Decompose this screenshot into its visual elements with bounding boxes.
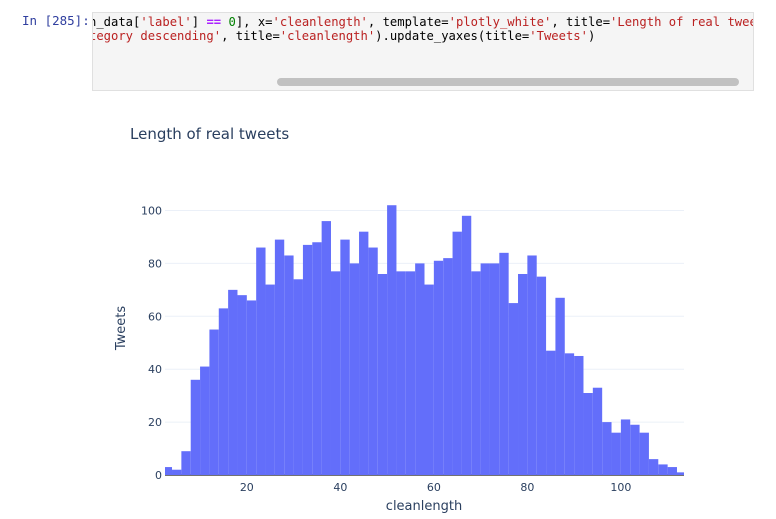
code-text[interactable]: n_data['label'] == 0], x='cleanlength', … (92, 15, 753, 43)
code-string: 'Length of real tweets (610, 15, 753, 29)
x-tick-label: 80 (520, 481, 534, 494)
histogram-bar (480, 263, 490, 475)
histogram-bar (452, 231, 462, 475)
histogram-bar (237, 295, 247, 475)
histogram-bar (200, 366, 210, 475)
histogram-bar (508, 303, 519, 475)
chart-title: Length of real tweets (130, 125, 289, 143)
y-tick-label: 40 (148, 363, 162, 376)
histogram-bar (330, 271, 341, 475)
histogram-bar (630, 424, 640, 475)
cell-prompt: In [285]: (22, 13, 90, 28)
histogram-bar (190, 379, 201, 475)
histogram-bar (302, 244, 313, 475)
code-token: , title= (221, 29, 280, 43)
histogram-bar (172, 469, 182, 475)
histogram-bar (471, 271, 481, 475)
horizontal-scrollbar[interactable] (97, 78, 749, 86)
x-tick-label: 60 (427, 481, 441, 494)
histogram-bar (546, 350, 556, 475)
histogram-bar (564, 353, 575, 475)
histogram-bar (620, 419, 631, 475)
histogram-bar (555, 297, 565, 475)
histogram-bar (499, 252, 509, 475)
histogram-bar (415, 263, 425, 475)
x-tick-label: 20 (240, 481, 254, 494)
histogram-bar (274, 239, 285, 475)
y-tick-labels: 0 20 40 60 80 100 (141, 205, 162, 482)
code-string: 'Tweets' (529, 29, 588, 43)
histogram-bar (489, 263, 500, 475)
histogram-bar (667, 467, 677, 475)
scrollbar-thumb[interactable] (277, 78, 739, 86)
histogram-bar (443, 258, 453, 475)
histogram-bar (461, 215, 472, 475)
histogram-bar (218, 308, 229, 475)
code-number: 0 (221, 15, 236, 29)
code-string: 'cleanlength' (272, 15, 368, 29)
histogram-bar (602, 422, 612, 475)
histogram-bar (518, 273, 528, 475)
histogram-bar (321, 221, 331, 475)
histogram-bar (405, 271, 416, 475)
histogram-bar (648, 459, 659, 475)
y-tick-label: 100 (141, 205, 162, 218)
histogram-bar (209, 329, 219, 475)
histogram-bar (246, 300, 257, 475)
histogram-bar (312, 242, 322, 475)
histogram-bar (611, 432, 621, 475)
code-token: , title= (551, 15, 611, 29)
code-token: ).update_yaxes(title= (375, 29, 530, 43)
histogram-bar (536, 276, 547, 475)
x-tick-label: 100 (610, 481, 631, 494)
code-cell[interactable]: n_data['label'] == 0], x='cleanlength', … (92, 12, 754, 91)
code-token: ] (191, 15, 207, 29)
histogram-bar (527, 255, 537, 475)
histogram-bar (433, 260, 444, 475)
histogram-bar (228, 289, 238, 475)
histogram-bar (165, 467, 173, 475)
code-string: 'label' (140, 15, 192, 29)
histogram-bar (592, 387, 603, 475)
histogram-bar (265, 284, 275, 475)
histogram-bar (396, 271, 406, 475)
x-tick-label: 40 (333, 481, 347, 494)
histogram-bar (349, 263, 360, 475)
histogram-bar (574, 355, 584, 475)
y-axis-label: Tweets (114, 306, 129, 352)
histogram-bar (256, 247, 266, 475)
code-string: 'plotly_white' (448, 15, 552, 29)
histogram-bar (368, 247, 378, 475)
histogram-bar (639, 432, 649, 475)
x-axis-label: cleanlength (386, 499, 462, 514)
histogram-bar (284, 255, 294, 475)
histogram-bar (340, 239, 350, 475)
bars-group (165, 205, 684, 475)
histogram-bar (583, 393, 593, 475)
histogram-bar (181, 451, 191, 475)
histogram-bar (658, 464, 668, 475)
histogram-bar (424, 284, 434, 475)
y-tick-label: 20 (148, 416, 162, 429)
code-token: n_data[ (92, 15, 141, 29)
y-tick-label: 0 (155, 469, 162, 482)
histogram-bar (676, 472, 684, 475)
y-tick-label: 60 (148, 310, 162, 323)
histogram-bar (359, 231, 369, 475)
histogram-bar (387, 205, 397, 475)
code-token: ], x= (235, 15, 273, 29)
code-token: , template= (367, 15, 449, 29)
histogram-bar (293, 279, 303, 475)
code-string: 'cleanlength' (279, 29, 376, 43)
code-token: ) (587, 29, 596, 43)
code-operator: == (206, 15, 222, 29)
histogram-bar (377, 273, 388, 475)
histogram-chart: Length of real tweets 20 40 60 80 100 0 20 40 6… (114, 125, 684, 514)
code-string: tegory descending' (92, 29, 222, 43)
x-tick-labels: 20 40 60 80 100 (240, 481, 632, 494)
y-tick-label: 80 (148, 257, 162, 270)
